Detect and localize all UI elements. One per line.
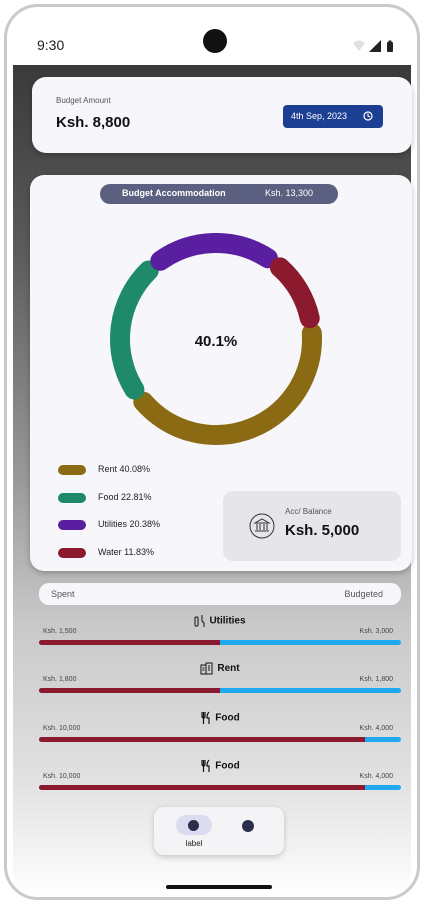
progress-track [39,688,401,693]
progress-fill [39,785,365,790]
category-spent: Ksh. 1,800 [43,676,77,683]
nav-item-label: label [185,839,203,848]
category-budgeted: Ksh. 4,000 [359,725,393,732]
status-icons [353,40,393,52]
donut-segment-utilities [150,233,278,271]
category-spent: Ksh. 10,000 [43,725,81,732]
spent-label: Spent [51,589,75,599]
progress-fill [39,688,220,693]
donut-segment-water [269,257,320,329]
balance-label: Acc/ Balance [285,507,332,516]
bank-icon [249,513,275,539]
clock-icon [363,111,373,121]
building-icon [200,662,213,675]
category-budgeted: Ksh. 3,000 [359,628,393,635]
legend-label: Rent 40.08% [98,464,151,474]
fork-knife-icon [201,759,210,772]
budget-amount-value: Ksh. 8,800 [56,114,131,131]
accommodation-total: Ksh. 13,300 [265,188,314,198]
donut-center-label: 40.1% [195,333,238,350]
budget-amount-card: Budget Amount Ksh. 8,800 4th Sep, 2023 [32,77,412,153]
legend-label: Food 22.81% [98,492,152,502]
legend-label: Utilities 20.38% [98,519,161,529]
signal-icon [369,40,381,52]
progress-fill [39,737,365,742]
nav-dot-icon[interactable] [242,820,254,832]
donut-segment-food [110,260,159,400]
budgeted-label: Budgeted [344,589,383,599]
fork-knife-icon [201,711,210,724]
spent-budgeted-header: Spent Budgeted [39,583,401,605]
accommodation-title: Budget Accommodation [122,188,226,198]
progress-track [39,737,401,742]
status-bar: 9:30 [7,7,417,65]
budget-accommodation-card: Budget Accommodation Ksh. 13,300 40.1% R… [30,175,412,571]
category-food[interactable]: Food Ksh. 10,000 Ksh. 4,000 [39,711,401,751]
nav-item-selected[interactable]: label [172,815,216,849]
budget-amount-label: Budget Amount [56,96,111,105]
category-budgeted: Ksh. 4,000 [359,773,393,780]
date-text: 4th Sep, 2023 [291,111,348,121]
donut-segment-rent [133,323,322,445]
category-name: Rent [39,662,401,675]
progress-track [39,785,401,790]
budget-donut-chart: 40.1% [110,233,322,445]
legend-swatch [58,465,86,475]
legend-swatch [58,520,86,530]
wifi-icon [353,40,365,51]
nav-dot-icon [188,820,199,831]
progress-track [39,640,401,645]
status-time: 9:30 [37,37,65,53]
category-name: Utilities [39,614,401,628]
category-food[interactable]: Food Ksh. 10,000 Ksh. 4,000 [39,759,401,799]
device-bezel: 9:30 Budget Amount Ksh. 8,800 4th Sep, 2… [4,4,420,900]
category-rent[interactable]: Rent Ksh. 1,800 Ksh. 1,800 [39,662,401,702]
balance-value: Ksh. 5,000 [285,522,360,539]
category-spent: Ksh. 1,500 [43,628,77,635]
category-name: Food [39,711,401,725]
category-name: Food [39,759,401,773]
bottom-navigation: label [154,807,284,855]
app-screen: Budget Amount Ksh. 8,800 4th Sep, 2023 B… [13,65,412,897]
category-budgeted: Ksh. 1,800 [359,676,393,683]
utilities-icon [194,615,205,627]
battery-icon [387,42,393,52]
category-spent: Ksh. 10,000 [43,773,81,780]
date-picker-button[interactable]: 4th Sep, 2023 [283,105,383,128]
home-indicator[interactable] [166,885,272,889]
account-balance-box: Acc/ Balance Ksh. 5,000 [223,491,401,561]
category-utilities[interactable]: Utilities Ksh. 1,500 Ksh. 3,000 [39,614,401,654]
accommodation-header: Budget Accommodation Ksh. 13,300 [100,184,338,204]
camera-cutout [203,29,227,53]
legend-swatch [58,548,86,558]
legend-label: Water 11.83% [98,547,155,557]
progress-fill [39,640,220,645]
legend-swatch [58,493,86,503]
